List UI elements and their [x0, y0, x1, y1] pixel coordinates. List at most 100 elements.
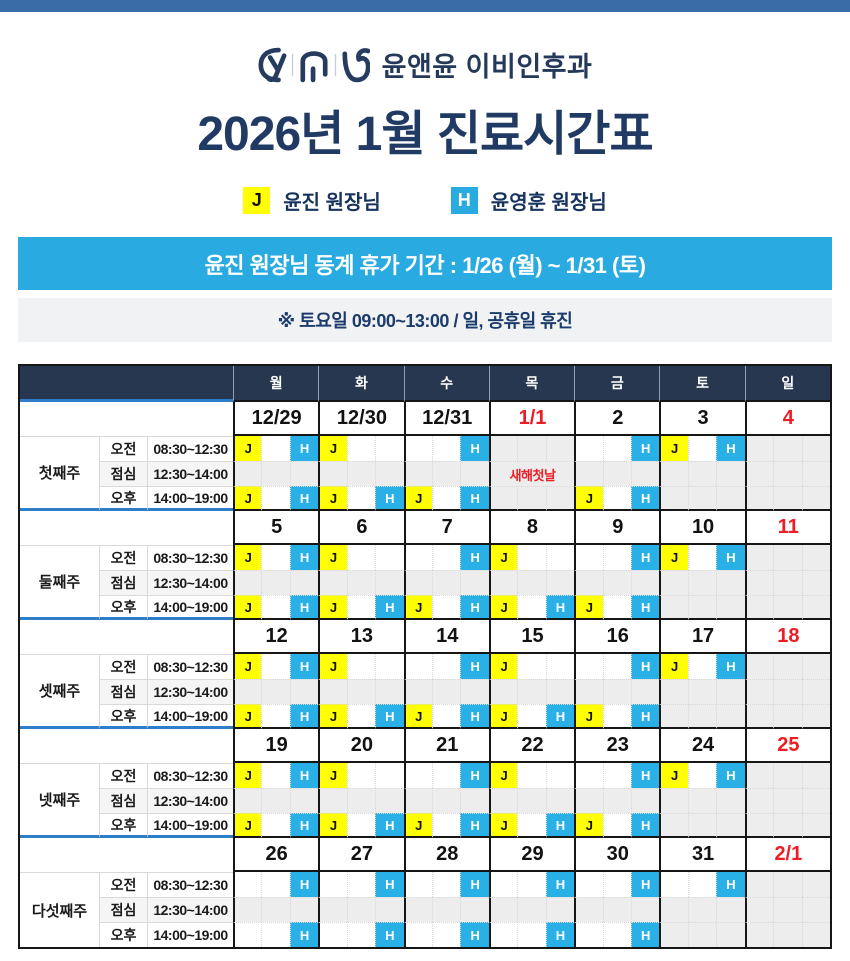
- slot-cell: [602, 922, 631, 947]
- doctor-badge-j: J: [403, 704, 432, 729]
- slot-cell: [261, 704, 290, 729]
- date-cell: 9: [574, 511, 660, 545]
- page-title: 2026년 1월 진료시간표: [197, 108, 653, 161]
- slot-cell: [574, 922, 603, 947]
- slot-cell: [716, 679, 745, 704]
- slot-cell: [801, 788, 830, 813]
- slot-cell: [687, 461, 717, 486]
- slot-cell: [801, 570, 830, 595]
- doctor-badge-j: J: [488, 704, 518, 729]
- slot-cell: [574, 570, 603, 595]
- slot-cell: [716, 570, 745, 595]
- day-header-6: 토: [659, 366, 745, 402]
- legend-label-h: 윤영훈 원장님: [490, 192, 607, 214]
- slot-cell: [261, 654, 290, 679]
- slot-cell: [488, 679, 518, 704]
- slot-cell: [261, 922, 290, 947]
- slot-cell: [801, 922, 830, 947]
- week-label: 둘째주: [20, 545, 100, 620]
- slot-cell: [574, 788, 603, 813]
- doctor-badge-j: J: [318, 654, 347, 679]
- slot-cell: [744, 763, 774, 788]
- slot-cell: [801, 704, 830, 729]
- slot-cell: [346, 922, 376, 947]
- slot-cell: [773, 654, 802, 679]
- week-block-2: 5 6 7 8 9 10 11 둘째주 오전 08:30~12:30 J H J H J H J H 점심 12:30…: [20, 511, 830, 620]
- day-header-2: 화: [318, 366, 404, 402]
- slot-cell: [346, 570, 376, 595]
- slot-cell: [687, 813, 717, 838]
- slot-cell: [631, 788, 660, 813]
- time-name: 오후: [100, 922, 148, 947]
- slot-cell: [403, 654, 432, 679]
- doctor-badge-h: H: [631, 545, 660, 570]
- slot-cell: [346, 872, 376, 897]
- doctor-badge-j: J: [574, 813, 603, 838]
- doctor-badge-h: H: [545, 872, 575, 897]
- slot-cell: [375, 788, 404, 813]
- slot-cell: [432, 788, 461, 813]
- slot-cell: [716, 704, 745, 729]
- clinic-logo-icon: [258, 47, 370, 82]
- slot-cell: [432, 897, 461, 922]
- slot-cell: [773, 897, 802, 922]
- slot-cell: [744, 922, 774, 947]
- time-name: 오전: [100, 436, 148, 461]
- week-block-4: 19 20 21 22 23 24 25 넷째주 오전 08:30~12:30 J H J H J H J H 점심…: [20, 729, 830, 838]
- slot-cell: [346, 461, 376, 486]
- date-row-spacer: [20, 402, 233, 436]
- slot-cell: [773, 788, 802, 813]
- slot-cell: [602, 654, 631, 679]
- doctor-badge-h: H: [460, 813, 489, 838]
- slot-cell: [716, 486, 745, 511]
- slot-cell: [773, 570, 802, 595]
- slot-cell: [517, 486, 546, 511]
- slot-cell: [517, 545, 546, 570]
- doctor-badge-h: H: [289, 872, 319, 897]
- week-label: 넷째주: [20, 763, 100, 838]
- doctor-badge-h: H: [631, 654, 660, 679]
- time-name: 오후: [100, 486, 148, 511]
- slot-cell: [432, 679, 461, 704]
- slot-cell: [801, 872, 830, 897]
- doctor-badge-j: J: [659, 436, 688, 461]
- doctor-badge-j: J: [488, 763, 518, 788]
- slot-cell: [233, 679, 262, 704]
- slot-cell: [346, 679, 376, 704]
- slot-cell: [773, 679, 802, 704]
- slot-cell: [432, 922, 461, 947]
- slot-cell: [289, 679, 319, 704]
- slot-cell: [773, 763, 802, 788]
- date-cell: 22: [488, 729, 575, 763]
- slot-cell: [375, 461, 404, 486]
- date-cell: 7: [403, 511, 489, 545]
- slot-cell: [403, 545, 432, 570]
- slot-cell: [432, 763, 461, 788]
- slot-cell: [318, 897, 347, 922]
- date-cell: 13: [318, 620, 404, 654]
- time-range: 14:00~19:00: [148, 595, 233, 620]
- slot-cell: [773, 872, 802, 897]
- time-name: 점심: [100, 679, 148, 704]
- time-range: 12:30~14:00: [148, 461, 233, 486]
- date-cell: 25: [744, 729, 830, 763]
- slot-cell: [375, 545, 404, 570]
- slot-cell: [318, 679, 347, 704]
- slot-cell: [744, 486, 774, 511]
- date-cell: 29: [488, 838, 575, 872]
- slot-cell: [744, 461, 774, 486]
- slot-cell: [744, 813, 774, 838]
- slot-cell: [432, 704, 461, 729]
- time-range: 14:00~19:00: [148, 486, 233, 511]
- doctor-badge-h: H: [289, 704, 319, 729]
- doctor-badge-h: H: [545, 922, 575, 947]
- slot-cell: [346, 763, 376, 788]
- slot-cell: [545, 763, 575, 788]
- date-cell: 2: [574, 402, 660, 436]
- date-cell: 5: [233, 511, 319, 545]
- date-cell: 12/29: [233, 402, 319, 436]
- date-cell: 12/31: [403, 402, 489, 436]
- slot-cell: [602, 486, 631, 511]
- slot-cell: [460, 897, 489, 922]
- slot-cell: [602, 545, 631, 570]
